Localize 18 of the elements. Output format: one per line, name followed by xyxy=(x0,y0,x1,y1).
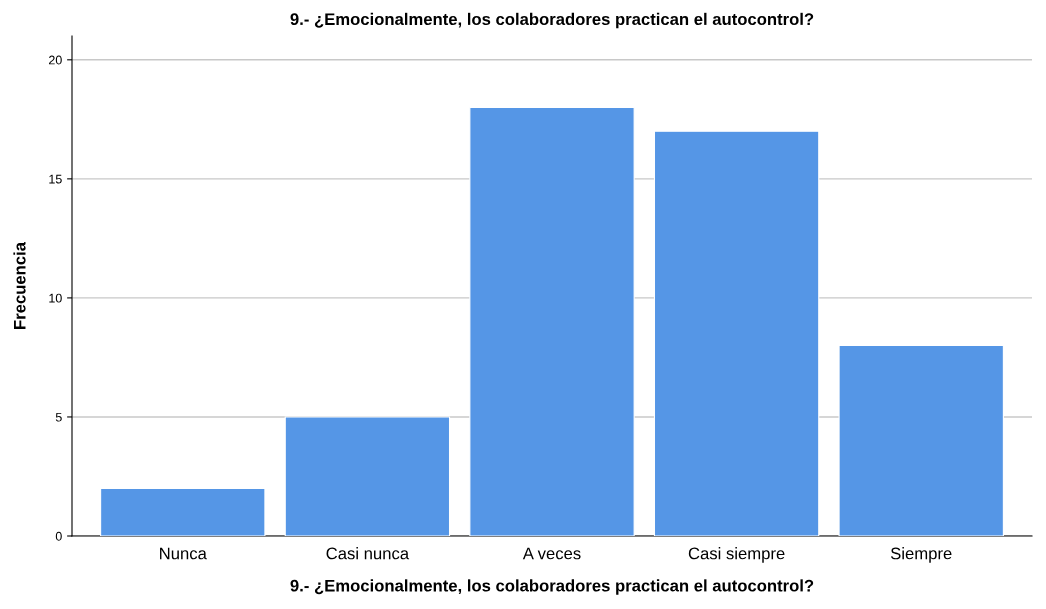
y-tick-label: 10 xyxy=(49,293,62,303)
x-tick-label: Casi nunca xyxy=(326,547,410,560)
y-tick-label: 15 xyxy=(49,174,62,184)
x-tick-label: Nunca xyxy=(160,547,207,560)
bar xyxy=(469,106,635,536)
y-tick-label: 5 xyxy=(55,412,62,422)
x-tick-label: A veces xyxy=(522,547,581,560)
bar xyxy=(653,130,820,536)
x-tick-label: Siempre xyxy=(890,547,952,563)
bar xyxy=(284,416,451,536)
x-axis-title: 9.- ¿Emocionalmente, los colaboradores practican el autocontrol? xyxy=(290,579,814,595)
y-tick-label: 0 xyxy=(55,531,62,541)
y-tick-label: 20 xyxy=(49,55,62,65)
bar xyxy=(100,487,266,536)
chart-title: 9.- ¿Emocionalmente, los colaboradores practican el autocontrol? xyxy=(290,12,814,29)
bar xyxy=(838,344,1004,536)
y-axis-title: Frecuencia xyxy=(13,241,26,329)
x-tick-label: Casi siempre xyxy=(688,547,785,563)
